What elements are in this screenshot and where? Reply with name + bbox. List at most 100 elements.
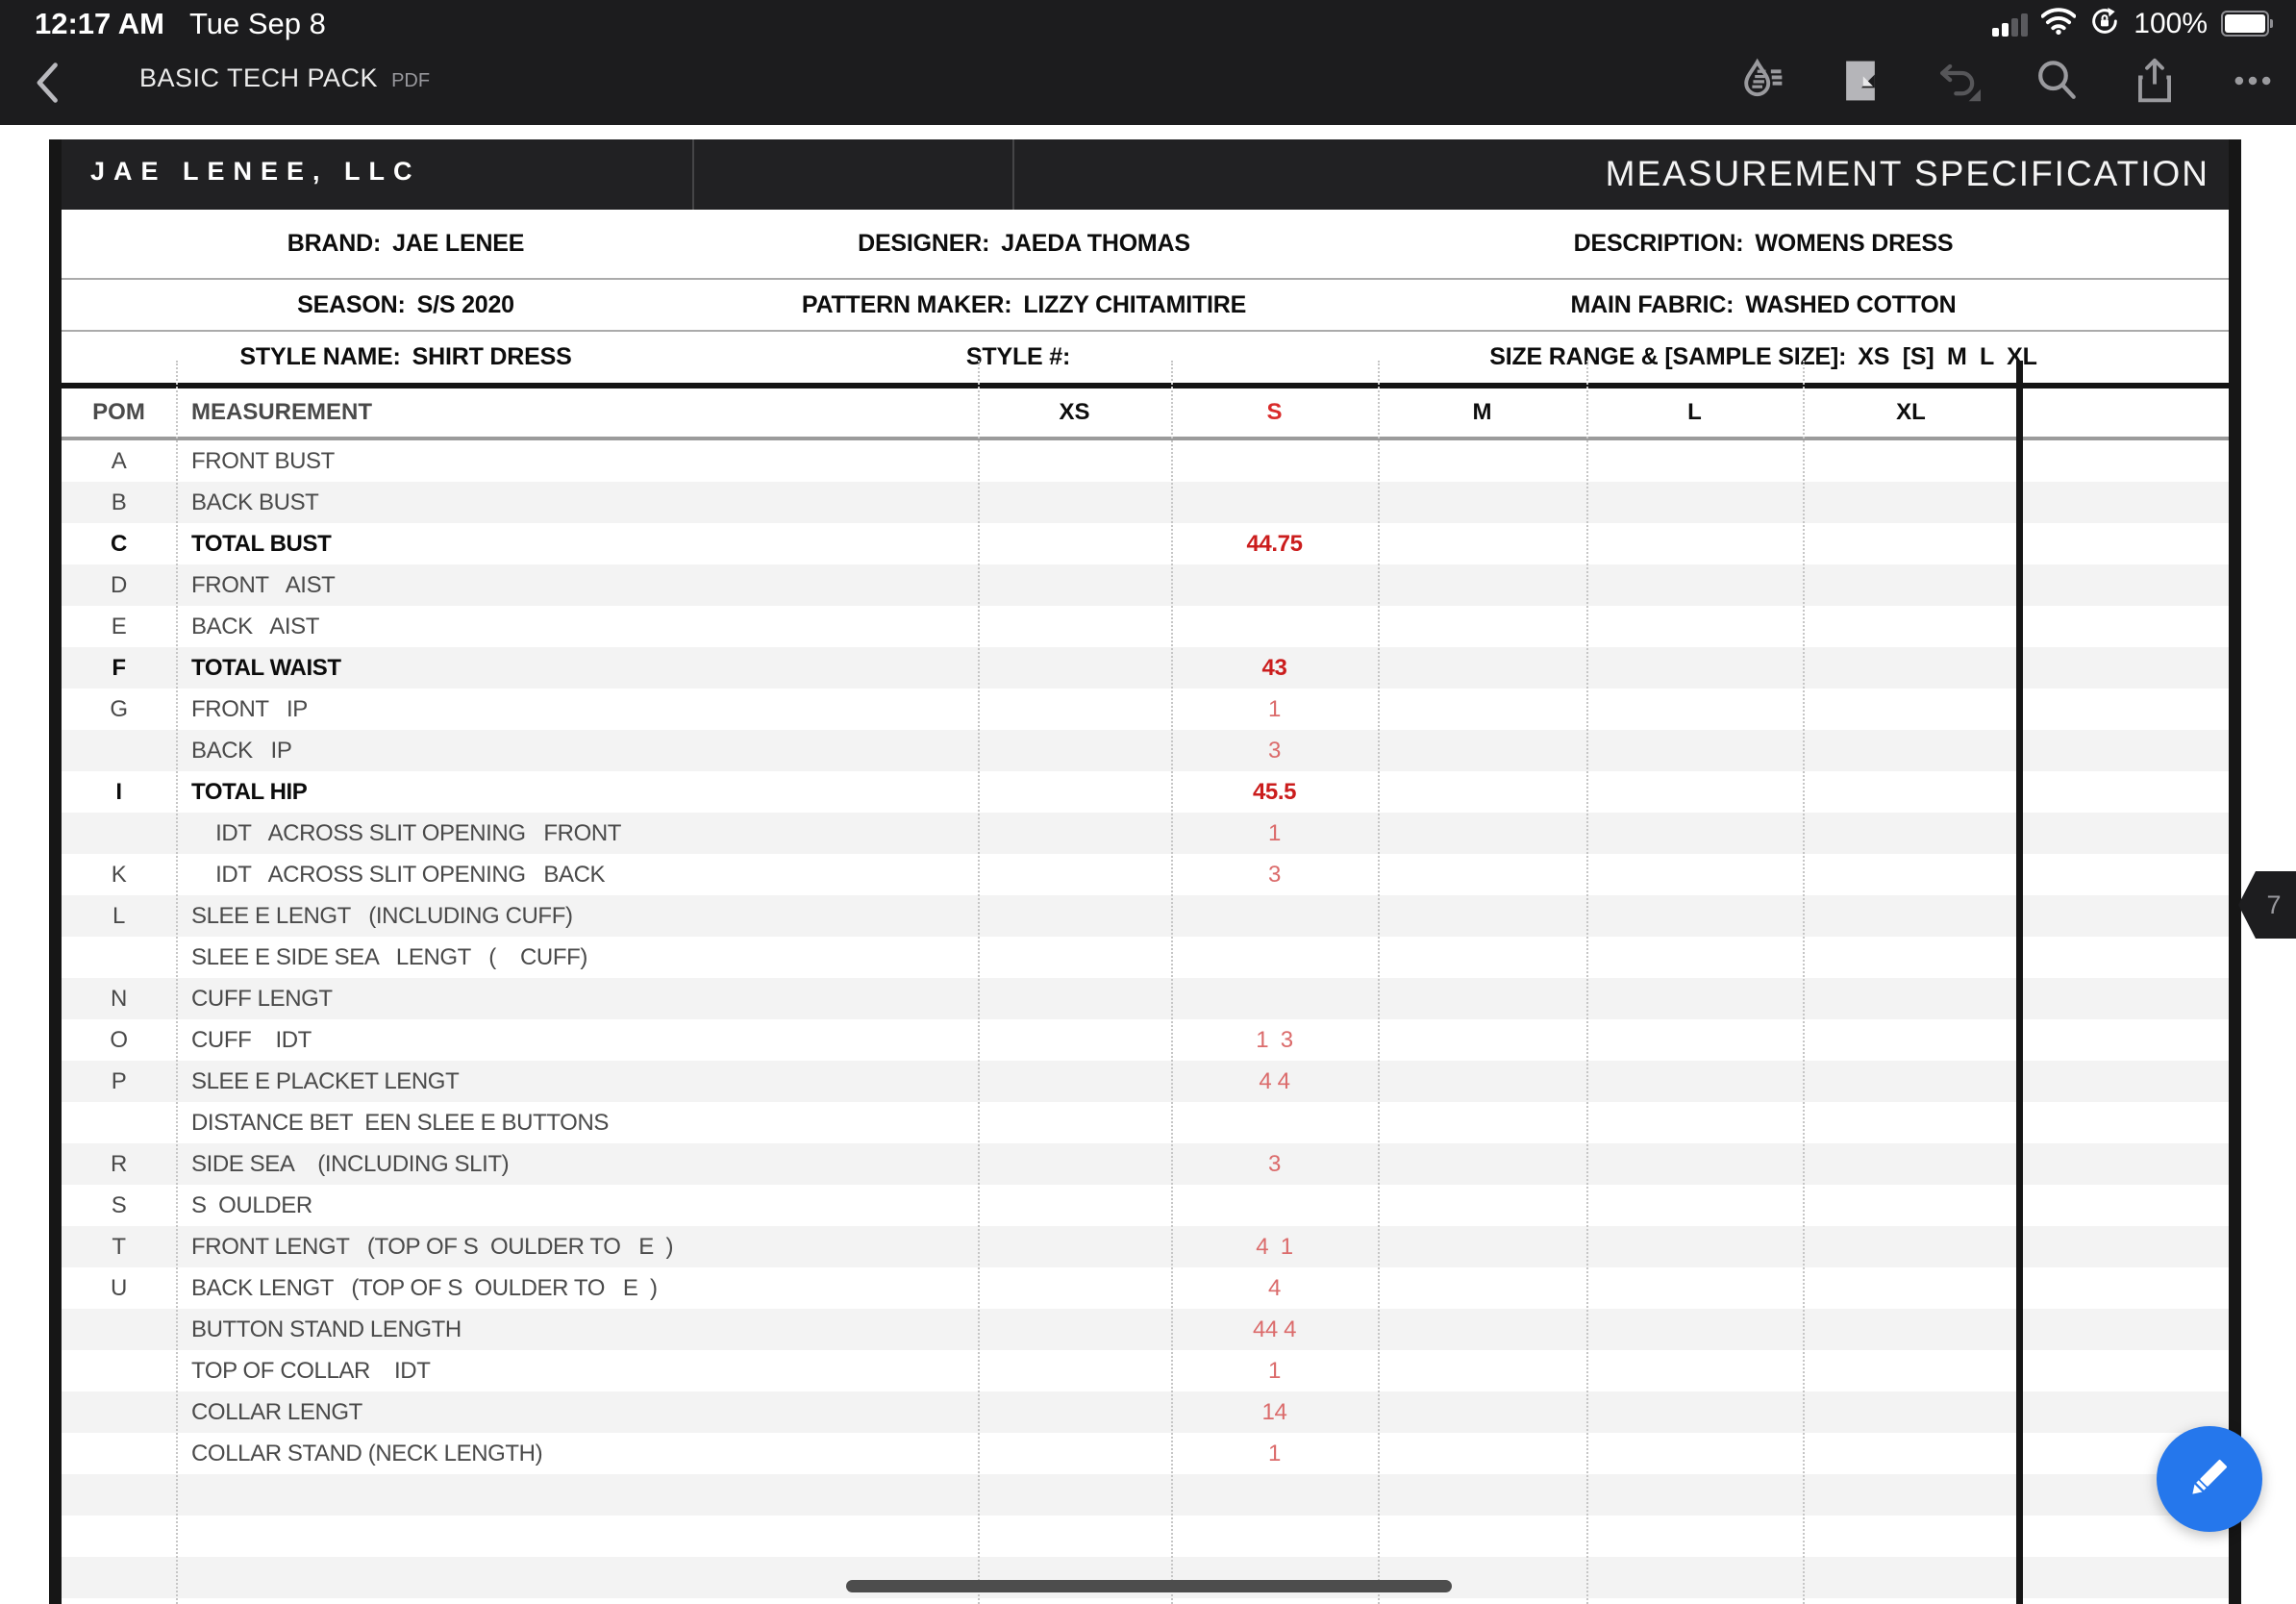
document-title: BASIC TECH PACK [139,63,379,92]
header-pom: POM [92,399,145,425]
size-cell-s: 45.5 [1252,778,1297,805]
company-name: JAE LENEE, LLC [90,157,421,186]
size-cell-s: 4 1 [1256,1233,1293,1260]
header-size-s: S [1266,399,1283,425]
table-row: BUTTON STAND LENGTH 44 4 [62,1309,2229,1350]
undo-icon[interactable] [1936,56,1981,106]
table-row: SLEE E SIDE SEA LENGT ( CUFF) [62,937,2229,978]
status-left: 12:17 AM Tue Sep 8 [35,7,326,41]
table-row: D FRONT AIST [62,564,2229,606]
horizontal-scrollbar[interactable] [846,1580,1452,1592]
table-row: P SLEE E PLACKET LENGT 4 4 [62,1061,2229,1102]
table-row: U BACK LENGT (TOP OF S OULDER TO E ) 4 [62,1267,2229,1309]
brand-label: BRAND: [287,230,382,257]
table-row: N CUFF LENGT [62,978,2229,1019]
info-row-style: STYLE NAME: SHIRT DRESS STYLE #: SIZE RA… [62,332,2229,388]
measurement-cell: COLLAR LENGT [191,1398,362,1425]
table-row: G FRONT IP 1 [62,689,2229,730]
pom-cell: G [110,695,128,722]
table-row: K IDT ACROSS SLIT OPENING BACK 3 [62,854,2229,895]
size-cell-s: 43 [1261,654,1287,681]
cellular-signal-icon [1992,12,2029,37]
measurement-cell: IDT ACROSS SLIT OPENING BACK [191,861,606,888]
main-fabric-label: MAIN FABRIC: [1570,290,1734,318]
sheet-title: MEASUREMENT SPECIFICATION [1605,154,2209,193]
battery-icon [2221,11,2273,37]
table-row [62,1598,2229,1604]
table-row: COLLAR LENGT 14 [62,1391,2229,1433]
back-button[interactable] [29,58,71,108]
style-name-value: SHIRT DRESS [412,343,572,370]
table-row: C TOTAL BUST 44.75 [62,523,2229,564]
header-size-m: M [1472,399,1492,425]
designer-cell: DESIGNER: JAEDA THOMAS [750,230,1298,258]
pom-cell: U [111,1274,127,1301]
description-value: WOMENS DRESS [1755,230,1954,257]
more-icon[interactable] [2231,56,2275,106]
size-cell-s: 44 4 [1252,1316,1297,1342]
table-row: I TOTAL HIP 45.5 [62,771,2229,813]
table-row: A FRONT BUST [62,440,2229,482]
measurement-cell: TOTAL BUST [191,530,332,557]
table-row: BACK IP 3 [62,730,2229,771]
header-measurement: MEASUREMENT [191,399,373,425]
measurement-cell: DISTANCE BET EEN SLEE E BUTTONS [191,1109,609,1136]
table-row: E BACK AIST [62,606,2229,647]
measurement-cell: BUTTON STAND LENGTH [191,1316,462,1342]
size-cell-s: 1 3 [1256,1026,1293,1053]
style-name-cell: STYLE NAME: SHIRT DRESS [62,343,750,371]
table-row: F TOTAL WAIST 43 [62,647,2229,689]
date: Tue Sep 8 [188,7,326,40]
header-size-xl: XL [1896,399,1926,425]
measurement-table: A FRONT BUST B BACK BUST C TOTAL BUST 44.75 D FR… [62,440,2229,1604]
description-label: DESCRIPTION: [1573,230,1744,257]
reading-view-icon[interactable] [1838,56,1883,106]
annotate-icon[interactable] [1740,56,1784,106]
battery-percent: 100% [2134,7,2208,39]
table-row [62,1516,2229,1557]
status-bar: 12:17 AM Tue Sep 8 [0,0,2296,42]
pom-cell: C [111,530,127,557]
info-row-season: SEASON: S/S 2020 PATTERN MAKER: LIZZY CH… [62,280,2229,332]
table-row [62,1474,2229,1516]
size-range-value: XS [S] M L XL [1858,343,2037,370]
measurement-cell: TOP OF COLLAR IDT [191,1357,431,1384]
table-header-row: POM MEASUREMENT XS S M L XL [62,388,2229,440]
measurement-cell: SLEE E SIDE SEA LENGT ( CUFF) [191,943,587,970]
measurement-cell: SLEE E PLACKET LENGT [191,1067,460,1094]
toolbar: BASIC TECH PACK PDF [0,42,2296,125]
share-icon[interactable] [2133,56,2177,106]
edit-fab-button[interactable] [2157,1426,2262,1532]
pattern-maker-cell: PATTERN MAKER: LIZZY CHITAMITIRE [750,291,1298,319]
size-cell-s: 1 [1268,1357,1281,1384]
size-cell-s: 3 [1268,861,1281,888]
size-cell-s: 4 [1268,1274,1281,1301]
page-number-scrubber[interactable]: 7 [2238,871,2296,939]
pom-cell: A [111,447,127,474]
header-size-l: L [1687,399,1702,425]
measurement-cell: CUFF IDT [191,1026,312,1053]
table-row: T FRONT LENGT (TOP OF S OULDER TO E ) 4 1 [62,1226,2229,1267]
pom-cell: S [111,1191,127,1218]
table-row: O CUFF IDT 1 3 [62,1019,2229,1061]
table-row: TOP OF COLLAR IDT 1 [62,1350,2229,1391]
pencil-icon [2184,1452,2234,1507]
measurement-cell: FRONT LENGT (TOP OF S OULDER TO E ) [191,1233,674,1260]
designer-value: JAEDA THOMAS [1001,230,1190,257]
table-row: R SIDE SEA (INCLUDING SLIT) 3 [62,1143,2229,1185]
table-row: COLLAR STAND (NECK LENGTH) 1 [62,1433,2229,1474]
measurement-cell: SLEE E LENGT (INCLUDING CUFF) [191,902,573,929]
search-icon[interactable] [2034,56,2079,106]
brand-cell: BRAND: JAE LENEE [62,230,750,258]
table-row: IDT ACROSS SLIT OPENING FRONT 1 [62,813,2229,854]
designer-label: DESIGNER: [858,230,990,257]
page-number: 7 [2266,890,2282,919]
pattern-maker-label: PATTERN MAKER: [801,290,1012,318]
measurement-cell: FRONT IP [191,695,308,722]
season-value: S/S 2020 [416,290,514,318]
pom-cell: R [111,1150,127,1177]
pdf-page[interactable]: JAE LENEE, LLC MEASUREMENT SPECIFICATION… [49,139,2241,1604]
style-name-label: STYLE NAME: [239,343,401,370]
pattern-maker-value: LIZZY CHITAMITIRE [1023,290,1247,318]
